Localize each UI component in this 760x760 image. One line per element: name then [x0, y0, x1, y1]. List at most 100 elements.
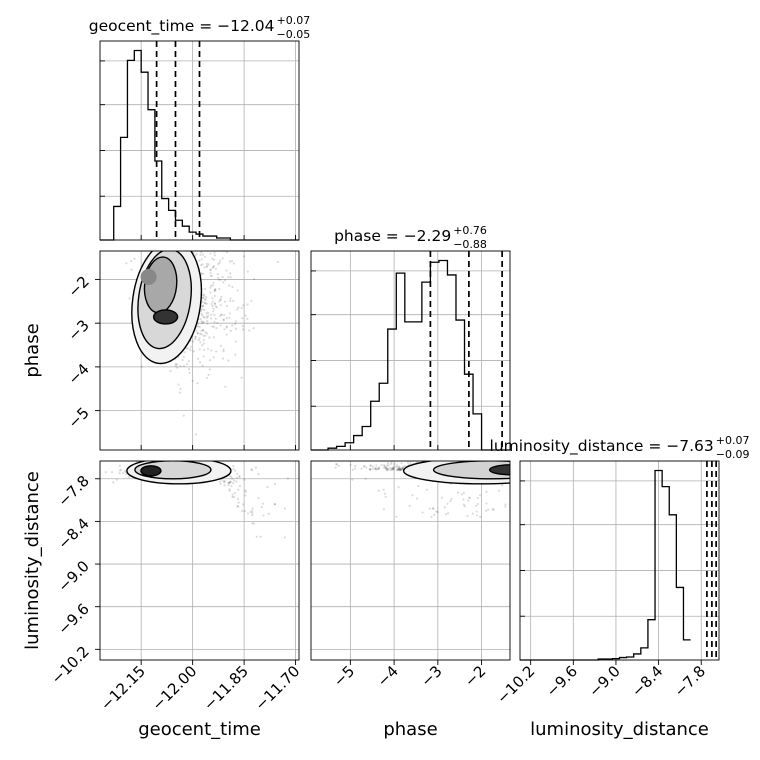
scatter-point: [203, 298, 207, 301]
x-axis-label: geocent_time: [138, 719, 261, 740]
scatter-point: [219, 298, 222, 301]
hist-title-geocent_time: geocent_time = −12.04 +0.07−0.05: [89, 14, 311, 41]
scatter-point: [205, 376, 208, 379]
scatter-point: [197, 339, 200, 342]
scatter-point: [223, 300, 227, 303]
scatter-point: [250, 468, 253, 471]
hist-title-phase: phase = −2.29 +0.76−0.88: [334, 224, 487, 251]
scatter-point: [511, 468, 513, 470]
scatter-point: [219, 482, 222, 485]
scatter-point: [209, 286, 212, 289]
scatter-point: [228, 488, 231, 491]
scatter-point: [217, 278, 220, 281]
scatter-point: [209, 291, 212, 294]
scatter-point: [228, 272, 232, 275]
scatter-point: [391, 468, 394, 471]
scatter-point: [250, 299, 253, 303]
scatter-point: [182, 236, 184, 238]
scatter-point: [237, 306, 240, 309]
scatter-point: [236, 505, 239, 508]
scatter-point: [229, 480, 232, 483]
scatter-point: [201, 314, 204, 317]
scatter-point: [208, 245, 210, 247]
scatter-point: [198, 259, 201, 262]
scatter-point: [283, 536, 286, 539]
scatter-point: [360, 467, 363, 470]
scatter-point: [181, 216, 183, 218]
scatter-point: [538, 469, 540, 471]
scatter-point: [462, 498, 465, 501]
scatter-point: [238, 485, 242, 488]
scatter-point: [377, 466, 380, 469]
scatter-point: [201, 272, 204, 276]
scatter-point: [536, 465, 538, 467]
contour-2: [140, 465, 162, 477]
scatter-point: [467, 499, 470, 502]
scatter-point: [179, 244, 181, 246]
y-tick-label: −7.8: [54, 472, 92, 510]
x-axis-luminosity_distance: −10.2 −9.6 −9.0 −8.4 −7.8 luminosity_distance: [493, 660, 709, 740]
scatter-point: [387, 468, 390, 471]
x-tick-label: −2: [461, 662, 489, 690]
x-tick-label: −7.8: [671, 662, 709, 700]
title-lower-error: −0.09: [716, 448, 750, 461]
scatter-point: [181, 228, 183, 230]
scatter-point: [190, 243, 192, 245]
scatter-point: [462, 491, 465, 495]
x-axis-label: luminosity_distance: [530, 719, 709, 740]
scatter-point: [187, 248, 189, 250]
scatter-point: [391, 466, 395, 469]
scatter-point: [383, 464, 386, 467]
scatter-point: [520, 467, 522, 469]
scatter-point: [383, 465, 386, 468]
scatter-point: [386, 467, 389, 470]
scatter-point: [528, 467, 530, 469]
panel-content: [334, 461, 540, 518]
scatter-point: [191, 379, 194, 382]
scatter-point: [375, 464, 378, 467]
scatter-point: [382, 488, 385, 491]
scatter-point: [210, 349, 213, 352]
scatter-point: [206, 347, 210, 350]
scatter-point: [202, 315, 205, 318]
scatter-point: [234, 320, 237, 323]
scatter-point: [517, 469, 519, 471]
panel-grid: [311, 461, 510, 660]
scatter-point: [199, 332, 202, 335]
scatter-point: [185, 347, 188, 350]
title-upper-error: +0.76: [453, 224, 487, 237]
scatter-point: [251, 522, 254, 525]
scatter-point: [204, 334, 207, 337]
scatter-point: [225, 333, 228, 336]
scatter-point: [394, 465, 398, 468]
scatter-point: [528, 466, 530, 468]
scatter-point: [179, 387, 182, 391]
scatter-point: [213, 294, 216, 298]
title-main: geocent_time = −12.04: [89, 17, 275, 36]
scatter-point: [527, 468, 529, 470]
scatter-point: [236, 472, 239, 475]
scatter-point: [198, 325, 201, 329]
scatter-point: [179, 365, 182, 368]
x-axis-phase: −5 −4 −3 −2 phase: [330, 445, 489, 740]
scatter-point: [218, 300, 221, 303]
scatter-point: [398, 468, 401, 472]
scatter-point: [218, 315, 222, 318]
scatter-point: [198, 337, 201, 340]
title-lower-error: −0.88: [453, 238, 487, 251]
scatter-point: [428, 507, 431, 510]
scatter-point: [210, 274, 213, 277]
scatter-point: [468, 496, 471, 499]
y-tick-label: −10.2: [48, 642, 93, 687]
scatter-point: [237, 505, 240, 508]
scatter-point: [233, 491, 236, 495]
scatter-point: [384, 466, 388, 469]
scatter-point: [273, 482, 277, 485]
scatter-point: [205, 265, 208, 268]
scatter-point: [125, 262, 128, 265]
scatter-point: [244, 314, 247, 317]
scatter-point: [244, 490, 247, 493]
scatter-point: [225, 325, 228, 328]
scatter-point: [230, 485, 233, 488]
scatter-point: [194, 244, 196, 246]
